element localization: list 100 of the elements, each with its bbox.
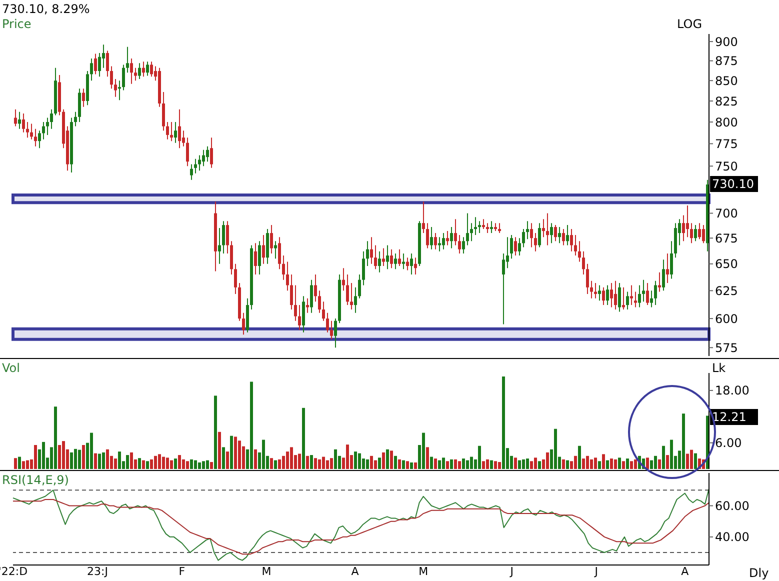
bar (470, 456, 473, 469)
candlestick (82, 88, 85, 108)
candlestick (618, 282, 621, 312)
bar (646, 458, 649, 469)
bar (422, 432, 425, 469)
candlestick (542, 218, 545, 238)
bar (602, 454, 605, 469)
bar (498, 462, 501, 469)
candlestick (102, 44, 105, 68)
candlestick (42, 122, 45, 140)
y-axis-title: Lk (712, 361, 726, 375)
bar (270, 458, 273, 469)
candlestick (522, 228, 525, 248)
candlestick (454, 218, 457, 246)
bar (686, 454, 689, 469)
x-tick-label: M (262, 565, 272, 578)
bar (390, 450, 393, 469)
bar (170, 460, 173, 469)
bar (282, 456, 285, 469)
bar (606, 460, 609, 469)
candlestick (178, 108, 181, 149)
bar (150, 459, 153, 469)
bar (26, 460, 29, 469)
bar (614, 459, 617, 469)
bar (410, 462, 413, 469)
bar (18, 456, 21, 469)
y-tick-label: 625 (715, 284, 738, 298)
candlestick (142, 61, 145, 78)
line-series (12, 499, 710, 555)
bar (146, 461, 149, 469)
bar (298, 454, 301, 469)
candlestick (586, 263, 589, 294)
candlestick (686, 204, 689, 238)
candlestick (610, 282, 613, 308)
bar (54, 406, 57, 469)
candlestick (242, 312, 245, 336)
bar (442, 458, 445, 469)
candlestick (126, 46, 129, 74)
bar (158, 454, 161, 469)
candlestick (210, 137, 213, 168)
candlestick (206, 146, 209, 162)
x-tick-label: F (178, 565, 186, 578)
bar (378, 458, 381, 469)
candlestick (502, 252, 505, 325)
bar (658, 459, 661, 469)
candlestick (26, 122, 29, 138)
candlestick (434, 232, 437, 250)
candlestick (262, 234, 265, 264)
bar (594, 458, 597, 469)
bar (398, 459, 401, 469)
bar (94, 453, 97, 469)
y-tick-label: 800 (715, 115, 738, 130)
bar (262, 440, 265, 469)
candlestick (194, 158, 197, 174)
bar (34, 445, 37, 469)
bar (610, 458, 613, 469)
candlestick (526, 220, 529, 240)
y-tick-label: 750 (715, 159, 738, 174)
candlestick (598, 284, 601, 302)
candlestick (558, 226, 561, 244)
y-tick-label: 850 (715, 74, 738, 88)
candlestick (98, 52, 101, 78)
candlestick (490, 220, 493, 234)
bar (626, 458, 629, 469)
candlestick (190, 164, 193, 180)
bar (126, 455, 129, 469)
bar (634, 459, 637, 469)
candlestick (270, 224, 273, 254)
bar (382, 452, 385, 469)
candlestick (146, 61, 149, 76)
candlestick (326, 312, 329, 333)
candlestick (314, 274, 317, 302)
candlestick (702, 224, 705, 244)
bar (314, 458, 317, 469)
bar (178, 455, 181, 469)
candlestick (658, 272, 661, 292)
candlestick (430, 226, 433, 250)
candlestick (90, 58, 93, 82)
candlestick (698, 222, 701, 240)
candlestick (298, 304, 301, 331)
candlestick (666, 252, 669, 284)
candlestick (402, 252, 405, 270)
candlestick (134, 67, 137, 82)
bar (482, 461, 485, 469)
bar (554, 428, 557, 469)
x-tick-label: J (509, 565, 514, 578)
bar (682, 414, 685, 469)
text: 12.21 (710, 408, 758, 425)
bar (374, 460, 377, 469)
chart-title: 730.10, 8.29% (2, 2, 90, 16)
bar (98, 454, 101, 469)
text: Dly (749, 566, 769, 580)
y-tick-label: 900 (715, 34, 738, 49)
candlestick (682, 214, 685, 242)
bar (578, 446, 581, 469)
bar (182, 459, 185, 469)
candlestick (106, 50, 109, 78)
candlestick (358, 274, 361, 299)
bar (234, 436, 237, 469)
candlestick (510, 234, 513, 260)
